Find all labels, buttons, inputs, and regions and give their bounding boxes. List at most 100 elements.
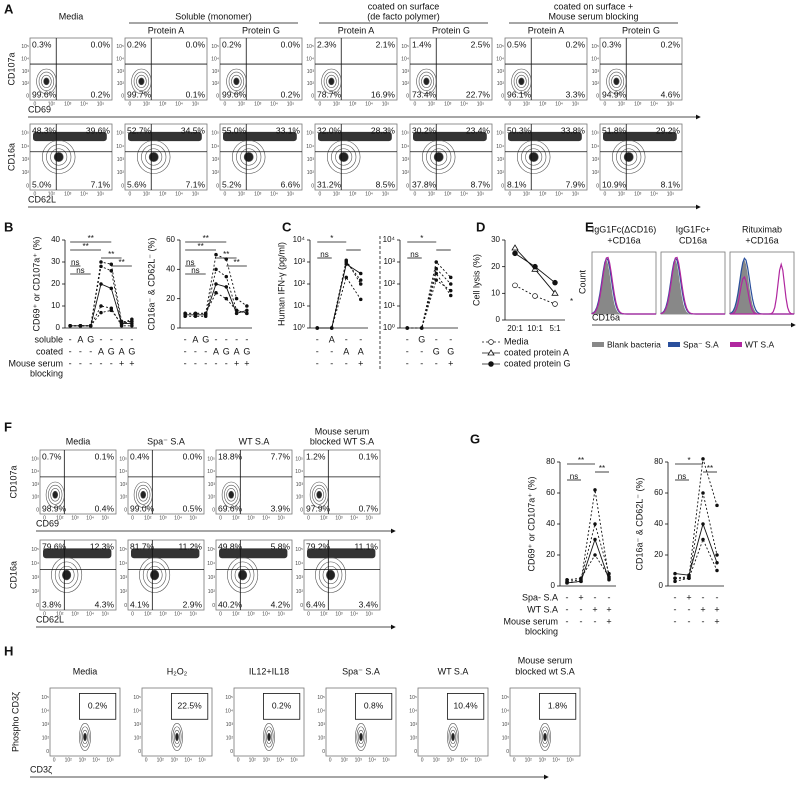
- condition-mark: -: [245, 334, 248, 344]
- plot-title: Mouse serum: [518, 655, 573, 665]
- contour: [80, 726, 90, 748]
- flow-tick: 10²: [208, 495, 216, 501]
- flow-tick: 10³: [159, 515, 167, 521]
- contour-band: [219, 548, 288, 559]
- flow-tick: 10⁴: [365, 101, 373, 107]
- flow-tick: 10⁴: [262, 515, 270, 521]
- condition-mark: -: [225, 358, 228, 368]
- condition-mark: G: [418, 334, 425, 344]
- contour: [623, 152, 634, 162]
- quadrant-percent: 0.2%: [127, 39, 147, 49]
- quadrant-percent: 0.2%: [281, 89, 301, 99]
- flow-tick: 10⁵: [102, 611, 110, 617]
- histogram: [592, 259, 656, 314]
- contour: [312, 484, 327, 505]
- contour: [52, 490, 59, 499]
- flow-tick: 10⁴: [86, 611, 94, 617]
- quadrant-percent: 6.4%: [306, 599, 326, 609]
- flow-tick: 10⁴: [276, 757, 284, 763]
- quadrant-percent: 29.2%: [656, 125, 681, 135]
- point: [224, 274, 229, 279]
- condition-mark: +: [129, 358, 134, 368]
- flow-tick: 10⁴: [21, 144, 29, 150]
- condition-mark: -: [316, 334, 319, 344]
- flow-tick: 10³: [32, 575, 40, 581]
- quadrant-percent: 49.8%: [218, 541, 243, 551]
- condition-mark: -: [406, 346, 409, 356]
- histogram: [730, 259, 794, 314]
- flow-tick: 10²: [497, 170, 505, 176]
- group-title: Media: [59, 11, 84, 21]
- flow-tick: 0: [36, 507, 39, 513]
- flow-tick: 10²: [428, 191, 436, 197]
- flow-tick: 10⁴: [365, 191, 373, 197]
- point: [344, 258, 349, 263]
- flow-tick: 0: [230, 749, 233, 755]
- point: [245, 304, 249, 308]
- flow-tick: 10⁵: [474, 757, 482, 763]
- quadrant-percent: 12.3%: [90, 541, 115, 551]
- y-tick-label: 10¹: [293, 301, 305, 310]
- condition-label: blocking: [525, 626, 558, 636]
- flow-tick: 10⁴: [460, 191, 468, 197]
- panel-title: +CD16a: [607, 235, 640, 245]
- flow-tick: 10³: [159, 611, 167, 617]
- axis-label: CD16a⁻ & CD62L⁻ (%): [634, 477, 644, 570]
- contour: [79, 723, 91, 751]
- condition-mark: -: [215, 358, 218, 368]
- stat-label: **: [82, 242, 88, 251]
- contour: [142, 561, 167, 589]
- condition-mark: G: [447, 346, 454, 356]
- flow-tick: 10³: [212, 157, 220, 163]
- quadrant-percent: 31.2%: [317, 179, 342, 189]
- point: [245, 311, 249, 316]
- contour: [51, 557, 83, 593]
- condition-mark: -: [316, 346, 319, 356]
- flow-tick: 10²: [144, 515, 152, 521]
- gate: [446, 693, 485, 720]
- legend-label: coated protein G: [504, 358, 571, 368]
- flow-tick: 10²: [497, 81, 505, 87]
- contour: [539, 723, 551, 751]
- contour: [613, 77, 620, 86]
- quadrant-percent: 0.5%: [507, 39, 527, 49]
- axis-label: Phospho CD3ζ: [10, 692, 20, 752]
- contour: [448, 726, 458, 748]
- condition-mark: -: [345, 334, 348, 344]
- series-line: [407, 261, 452, 329]
- condition-mark: -: [184, 346, 187, 356]
- y-tick-label: 20: [166, 294, 175, 303]
- flow-tick: 10²: [402, 81, 410, 87]
- contour: [357, 729, 365, 745]
- point: [449, 293, 453, 298]
- series-line: [566, 522, 610, 582]
- flow-tick: 10²: [212, 170, 220, 176]
- flow-tick: 0: [216, 94, 219, 100]
- flow-tick: 10³: [32, 482, 40, 488]
- quadrant-percent: 0.2%: [222, 39, 242, 49]
- flow-tick: 10³: [159, 101, 167, 107]
- flow-tick: 0: [414, 101, 417, 107]
- condition-mark: -: [204, 358, 207, 368]
- y-tick-label: 20: [51, 279, 60, 288]
- condition-mark: -: [345, 358, 348, 368]
- contour: [518, 77, 525, 86]
- axis-label: CD16a: [6, 143, 16, 171]
- quadrant-percent: 1.4%: [412, 39, 432, 49]
- point: [130, 319, 134, 324]
- contour: [335, 148, 353, 166]
- contour: [53, 152, 64, 162]
- flow-tick: 10³: [254, 191, 262, 197]
- point: [593, 522, 597, 526]
- condition-mark: -: [608, 592, 611, 602]
- flow-tick: 10³: [349, 191, 357, 197]
- contour: [232, 140, 266, 174]
- flow-tick: 10³: [355, 757, 363, 763]
- flow-tick: 10³: [402, 157, 410, 163]
- condition-label: blocking: [30, 368, 63, 378]
- flow-tick: 10⁴: [591, 144, 599, 150]
- point: [234, 308, 239, 313]
- flow-tick: 10⁴: [175, 191, 183, 197]
- contour: [449, 729, 457, 745]
- point: [434, 266, 439, 271]
